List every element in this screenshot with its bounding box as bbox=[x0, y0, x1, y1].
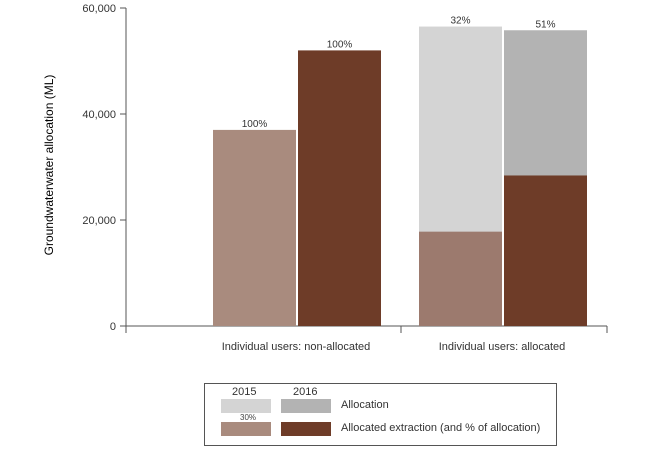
y-tick-label: 20,000 bbox=[82, 215, 116, 227]
bar-extraction-2015-non_allocated bbox=[213, 129, 296, 326]
legend-label-allocation: Allocation bbox=[341, 399, 389, 411]
bar-label-2015-non_allocated: 100% bbox=[242, 119, 268, 130]
bar-extraction-2016-allocated bbox=[504, 175, 587, 326]
bar-extraction-2015-allocated bbox=[419, 231, 502, 326]
bar-chart: Groundwaterwater allocation (ML) 0 20,000… bbox=[42, 3, 608, 353]
y-axis-label: Groundwaterwater allocation (ML) bbox=[42, 75, 56, 256]
legend-note-percent: 30% bbox=[240, 413, 257, 422]
legend-swatch-allocation-2016 bbox=[281, 399, 331, 413]
legend-year-2015: 2015 bbox=[232, 386, 257, 398]
legend-swatch-extraction-2015 bbox=[221, 422, 271, 436]
bar-extraction-2016-non_allocated bbox=[298, 50, 381, 327]
bar-label-2016-non_allocated: 100% bbox=[327, 39, 353, 50]
legend-label-extraction: Allocated extraction (and % of allocatio… bbox=[341, 422, 541, 434]
legend-year-2016: 2016 bbox=[293, 386, 318, 398]
x-category-label: Individual users: allocated bbox=[439, 341, 566, 353]
bar-label-2016-allocated: 51% bbox=[535, 19, 555, 30]
legend-swatch-allocation-2015 bbox=[221, 399, 271, 413]
legend: 2015 2016 Allocation 30% Allocated extra… bbox=[204, 383, 557, 446]
y-tick-label: 60,000 bbox=[82, 3, 116, 15]
bar-label-2015-allocated: 32% bbox=[450, 16, 470, 27]
y-tick-label: 40,000 bbox=[82, 109, 116, 121]
x-category-label: Individual users: non-allocated bbox=[222, 341, 371, 353]
y-tick-label: 0 bbox=[110, 321, 116, 333]
legend-swatch-extraction-2016 bbox=[281, 422, 331, 436]
